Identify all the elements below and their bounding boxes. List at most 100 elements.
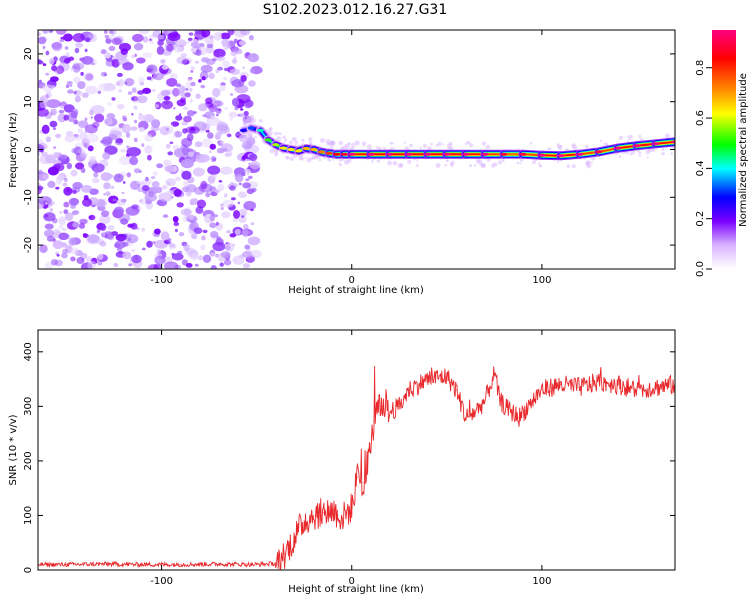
noise-blob — [194, 263, 199, 267]
ridge-halo — [383, 147, 387, 151]
noise-blob — [113, 263, 119, 267]
noise-blob — [166, 44, 174, 52]
ridge-halo — [242, 121, 247, 126]
noise-blob — [43, 212, 56, 222]
noise-blob — [42, 45, 46, 50]
noise-blob — [84, 143, 89, 149]
ridge-halo — [391, 142, 394, 145]
ridge-peak — [462, 152, 470, 156]
ridge-halo — [549, 147, 552, 150]
ridge-halo — [571, 143, 576, 148]
noise-blob — [180, 208, 192, 216]
noise-blob — [146, 240, 153, 248]
noise-blob — [201, 57, 210, 63]
noise-blob — [217, 56, 226, 62]
noise-blob — [173, 188, 182, 197]
noise-blob — [251, 187, 257, 193]
noise-blob — [181, 187, 187, 192]
ridge-halo — [392, 160, 398, 166]
snr-point — [275, 562, 277, 565]
noise-blob — [81, 185, 93, 193]
ridge-halo — [638, 154, 641, 157]
noise-blob — [62, 182, 68, 187]
noise-blob — [185, 263, 193, 268]
noise-blob — [64, 135, 76, 143]
noise-blob — [178, 85, 186, 93]
noise-blob — [220, 141, 225, 144]
colorbar-label: Normalized spectral amplitude — [738, 73, 749, 227]
noise-blob — [121, 115, 127, 119]
noise-blob — [212, 157, 217, 162]
noise-blob — [111, 37, 122, 45]
spectrogram-ylabel: Frequency (Hz) — [8, 112, 19, 188]
noise-blob — [77, 128, 83, 133]
ridge-halo — [480, 162, 486, 168]
noise-blob — [55, 133, 62, 139]
noise-blob — [151, 181, 160, 188]
ridge-peak — [295, 149, 302, 153]
snr-series-line — [38, 366, 675, 570]
noise-blob — [126, 147, 141, 157]
noise-blob — [224, 107, 229, 110]
snr-ylabel: SNR (10 * v/v) — [8, 414, 19, 485]
noise-blob — [210, 115, 215, 120]
noise-blob — [210, 265, 217, 269]
noise-blob — [88, 155, 97, 163]
noise-blob — [191, 253, 199, 261]
noise-blob — [205, 192, 211, 198]
snr-point — [284, 553, 286, 555]
noise-blob — [209, 35, 214, 40]
snr-point — [531, 400, 534, 402]
noise-blob — [138, 30, 150, 35]
noise-blob — [127, 91, 133, 95]
noise-blob — [55, 30, 67, 35]
noise-blob — [185, 126, 196, 134]
noise-blob — [124, 81, 128, 85]
ridge-peak — [386, 152, 394, 156]
noise-blob — [202, 229, 208, 234]
ridge-halo — [501, 158, 505, 163]
noise-blob — [193, 227, 203, 234]
noise-blob — [115, 137, 124, 144]
noise-blob — [222, 199, 235, 208]
snr-point — [362, 482, 364, 484]
noise-blob — [183, 106, 189, 110]
y-tick-label: 20 — [23, 48, 34, 61]
noise-blob — [46, 235, 55, 242]
noise-blob — [238, 214, 247, 224]
ridge-halo — [497, 160, 502, 165]
noise-blob — [223, 259, 232, 266]
noise-blob — [122, 117, 128, 122]
noise-blob — [63, 209, 69, 215]
noise-blob — [47, 180, 56, 188]
noise-blob — [134, 119, 138, 124]
noise-blob — [183, 207, 191, 217]
noise-blob — [238, 182, 242, 186]
noise-blob — [200, 30, 211, 38]
noise-blob — [131, 112, 134, 116]
noise-blob — [50, 259, 58, 266]
x-tick-label: 0 — [349, 576, 355, 587]
noise-blob — [230, 51, 237, 57]
ridge-halo — [343, 159, 349, 165]
ridge-halo — [627, 134, 633, 140]
noise-blob — [165, 178, 176, 187]
noise-blob — [80, 167, 86, 173]
noise-blob — [200, 244, 206, 251]
noise-blob — [93, 172, 99, 178]
noise-blob — [75, 42, 84, 48]
noise-blob — [231, 97, 240, 107]
noise-blob — [188, 87, 193, 92]
noise-blob — [38, 32, 41, 36]
ridge-peak — [576, 152, 584, 156]
snr-point — [446, 375, 448, 377]
noise-blob — [70, 110, 78, 118]
noise-blob — [146, 76, 152, 81]
noise-blob — [147, 264, 159, 269]
noise-blob — [185, 191, 192, 197]
noise-blob — [118, 251, 122, 255]
snr-point — [398, 405, 400, 407]
snr-point — [427, 378, 429, 380]
